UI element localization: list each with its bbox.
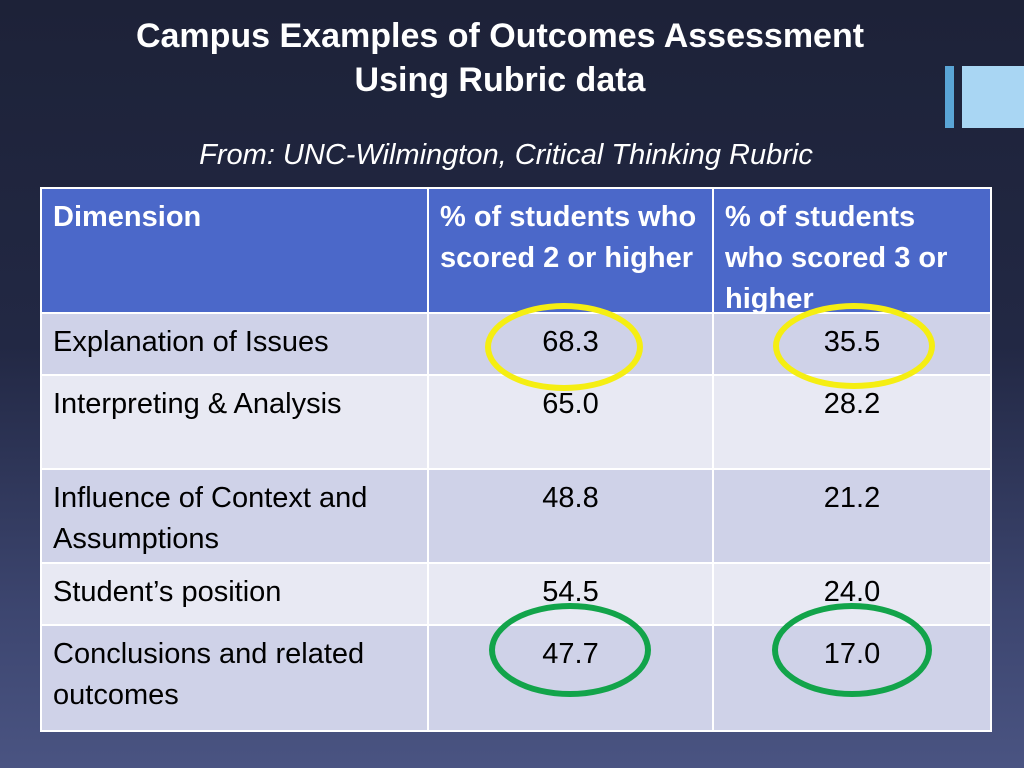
decorative-bar-thin [945, 66, 954, 128]
dimension-cell: Explanation of Issues [40, 312, 429, 376]
pct-3-or-higher-cell: 35.5 [712, 312, 992, 376]
pct-3-or-higher-cell: 21.2 [712, 468, 992, 564]
rubric-results-table: Dimension % of students who scored 2 or … [40, 187, 992, 732]
slide-title: Campus Examples of Outcomes Assessment U… [0, 14, 1000, 102]
dimension-cell: Interpreting & Analysis [40, 374, 429, 470]
table-row: Interpreting & Analysis 65.0 28.2 [40, 374, 992, 470]
table-header-row: Dimension % of students who scored 2 or … [40, 187, 992, 314]
header-scored-3-or-higher: % of students who scored 3 or higher [712, 187, 992, 314]
header-scored-2-or-higher: % of students who scored 2 or higher [427, 187, 714, 314]
pct-2-or-higher-cell: 48.8 [427, 468, 714, 564]
pct-2-or-higher-cell: 47.7 [427, 624, 714, 732]
header-dimension: Dimension [40, 187, 429, 314]
slide-title-line-1: Campus Examples of Outcomes Assessment [135, 17, 865, 55]
slide-subtitle: From: UNC-Wilmington, Critical Thinking … [199, 139, 813, 171]
decorative-bar-thick [962, 66, 1024, 128]
pct-2-or-higher-cell: 68.3 [427, 312, 714, 376]
table-row: Student’s position 54.5 24.0 [40, 562, 992, 626]
dimension-cell: Conclusions and related outcomes [40, 624, 429, 732]
table-row: Influence of Context and Assumptions 48.… [40, 468, 992, 564]
dimension-cell: Influence of Context and Assumptions [40, 468, 429, 564]
pct-3-or-higher-cell: 17.0 [712, 624, 992, 732]
dimension-cell: Student’s position [40, 562, 429, 626]
pct-2-or-higher-cell: 54.5 [427, 562, 714, 626]
pct-3-or-higher-cell: 28.2 [712, 374, 992, 470]
slide-title-line-2: Using Rubric data [354, 61, 646, 99]
pct-2-or-higher-cell: 65.0 [427, 374, 714, 470]
pct-3-or-higher-cell: 24.0 [712, 562, 992, 626]
table-row: Conclusions and related outcomes 47.7 17… [40, 624, 992, 732]
table-row: Explanation of Issues 68.3 35.5 [40, 312, 992, 376]
